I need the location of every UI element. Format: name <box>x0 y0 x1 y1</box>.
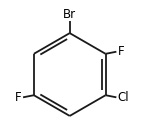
Text: F: F <box>15 91 22 104</box>
Text: Br: Br <box>63 8 76 21</box>
Text: Cl: Cl <box>117 91 129 104</box>
Text: F: F <box>117 45 124 58</box>
